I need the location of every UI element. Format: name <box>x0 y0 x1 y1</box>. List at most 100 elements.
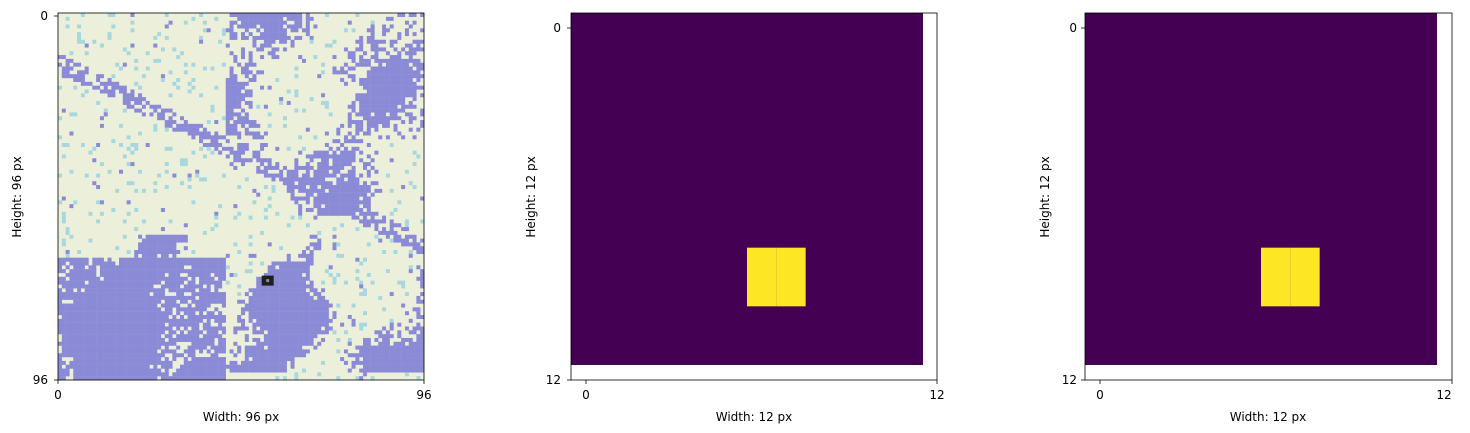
image-pixel <box>263 13 268 17</box>
image-pixel <box>294 16 299 21</box>
image-pixel <box>298 318 303 323</box>
image-pixel <box>370 364 375 369</box>
image-pixel <box>309 280 314 285</box>
image-pixel <box>77 307 82 312</box>
image-pixel <box>126 326 131 331</box>
image-pixel <box>305 334 310 339</box>
image-pixel <box>244 292 249 297</box>
image-pixel <box>202 376 207 381</box>
image-pixel <box>347 131 352 136</box>
image-pixel <box>282 292 287 297</box>
image-pixel <box>73 315 78 320</box>
image-pixel <box>363 181 367 186</box>
image-pixel <box>412 39 417 44</box>
image-pixel <box>134 337 139 342</box>
image-pixel <box>393 66 398 71</box>
image-pixel <box>404 169 409 174</box>
image-pixel <box>157 173 162 178</box>
image-pixel <box>77 292 82 297</box>
image-pixel <box>218 269 223 274</box>
image-pixel <box>298 20 303 25</box>
image-pixel <box>145 337 150 342</box>
image-pixel <box>160 318 165 323</box>
image-pixel <box>305 28 310 33</box>
image-pixel <box>271 51 276 56</box>
image-pixel <box>92 372 97 377</box>
image-pixel <box>313 318 318 323</box>
image-pixel <box>404 43 409 48</box>
image-pixel <box>99 288 104 293</box>
image-pixel <box>160 364 165 369</box>
image-pixel <box>92 257 97 262</box>
image-pixel <box>298 341 303 346</box>
image-pixel <box>401 58 406 63</box>
image-pixel <box>302 337 306 342</box>
image-pixel <box>305 24 310 29</box>
image-pixel <box>347 173 352 178</box>
image-pixel <box>355 93 360 98</box>
image-pixel <box>58 257 62 262</box>
image-pixel <box>172 337 177 342</box>
image-pixel <box>58 200 62 205</box>
image-pixel <box>191 307 196 312</box>
image-pixel <box>237 112 242 117</box>
image-pixel <box>65 16 70 21</box>
image-pixel <box>225 265 230 270</box>
image-pixel <box>65 368 70 373</box>
image-pixel <box>138 345 143 350</box>
image-pixel <box>363 51 367 56</box>
image-pixel <box>302 368 306 373</box>
image-pixel <box>164 246 169 251</box>
image-pixel <box>58 322 62 327</box>
image-pixel <box>214 376 219 381</box>
image-pixel <box>332 207 337 212</box>
image-pixel <box>359 353 364 358</box>
image-pixel <box>397 364 402 369</box>
image-pixel <box>370 55 375 60</box>
image-pixel <box>389 219 394 224</box>
image-pixel <box>363 100 367 105</box>
image-pixel <box>141 280 146 285</box>
image-pixel <box>286 272 291 277</box>
image-pixel <box>351 211 356 216</box>
image-pixel <box>80 261 85 266</box>
image-pixel <box>191 311 196 316</box>
image-pixel <box>302 315 306 320</box>
image-pixel <box>404 112 409 117</box>
image-pixel <box>309 326 314 331</box>
image-pixel <box>122 85 127 90</box>
image-pixel <box>134 295 139 300</box>
image-pixel <box>164 13 169 17</box>
image-pixel <box>96 173 101 178</box>
image-pixel <box>275 360 280 365</box>
image-pixel <box>218 318 223 323</box>
image-pixel <box>374 66 379 71</box>
image-pixel <box>103 353 108 358</box>
image-pixel <box>385 337 390 342</box>
image-pixel <box>126 330 131 335</box>
image-pixel <box>145 315 150 320</box>
image-pixel <box>122 47 127 52</box>
image-pixel <box>267 349 272 354</box>
image-pixel <box>61 261 66 266</box>
image-pixel <box>241 35 245 40</box>
image-pixel <box>172 120 177 125</box>
image-pixel <box>290 318 295 323</box>
image-pixel <box>389 238 394 243</box>
image-pixel <box>252 345 257 350</box>
image-pixel <box>195 315 200 320</box>
image-pixel <box>404 360 409 365</box>
image-pixel <box>73 318 78 323</box>
image-pixel <box>92 341 97 346</box>
image-pixel <box>77 288 82 293</box>
image-pixel <box>248 234 253 239</box>
image-pixel <box>420 85 425 90</box>
image-pixel <box>122 108 127 113</box>
image-pixel <box>172 238 177 243</box>
image-pixel <box>260 357 265 362</box>
image-pixel <box>119 280 123 285</box>
image-pixel <box>221 368 226 373</box>
image-pixel <box>134 269 139 274</box>
image-pixel <box>332 211 337 216</box>
image-pixel <box>183 372 188 377</box>
